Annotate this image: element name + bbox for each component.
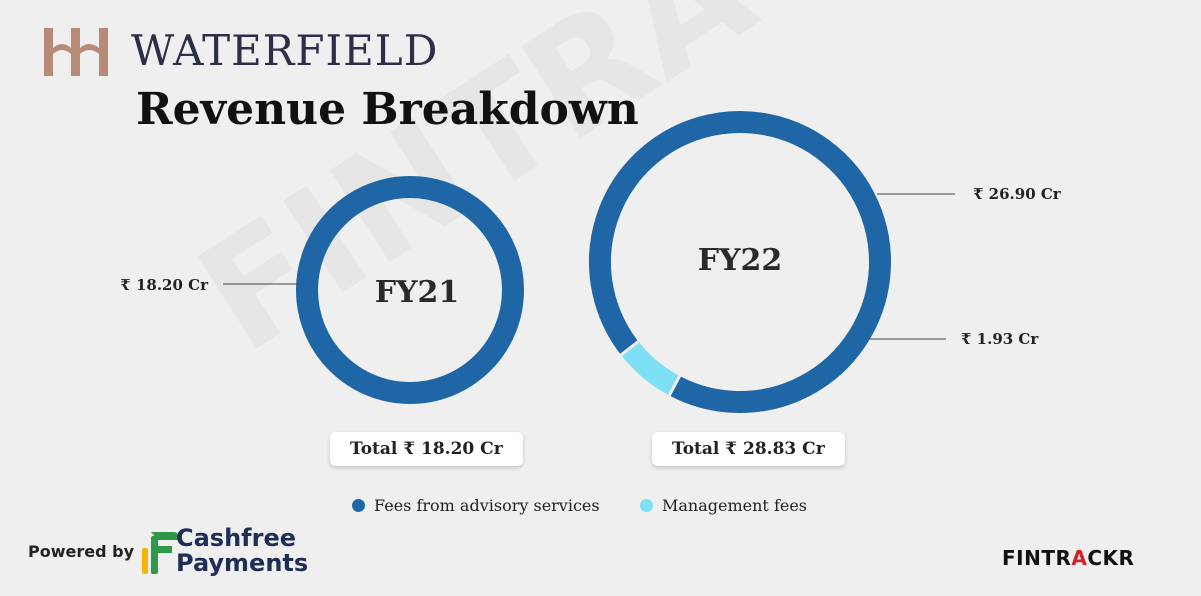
slice-label-fy22-advisory: ₹ 26.90 Cr <box>973 185 1062 203</box>
fintrackr-logo: FINTRACKR <box>1002 546 1134 570</box>
legend-dot-advisory <box>352 499 365 512</box>
cashfree-line1: Cashfree <box>176 524 297 552</box>
fintrackr-text-3: CKR <box>1087 546 1135 570</box>
legend-label-management: Management fees <box>662 496 808 515</box>
donut-fy22: FY22 ₹ 26.90 Cr ₹ 1.93 Cr <box>589 111 1062 413</box>
total-badge-fy21: Total ₹ 18.20 Cr <box>330 432 523 466</box>
slice-label-fy22-management: ₹ 1.93 Cr <box>961 330 1039 348</box>
powered-by-label: Powered by <box>28 542 134 561</box>
cashfree-logo-text: Cashfree Payments <box>176 526 308 576</box>
slice-management-fy22 <box>621 341 680 396</box>
brand-name: WATERFIELD <box>131 26 439 75</box>
waterfield-logo-icon <box>44 28 108 76</box>
legend-label-advisory: Fees from advisory services <box>374 496 600 515</box>
slice-separator <box>667 374 682 398</box>
total-badge-fy22: Total ₹ 28.83 Cr <box>652 432 845 466</box>
fintrackr-text-2: A <box>1071 546 1088 570</box>
slice-separator <box>619 339 641 357</box>
cashfree-logo-icon <box>142 532 178 574</box>
slice-advisory-fy22 <box>589 111 891 413</box>
center-label-fy22: FY22 <box>698 243 782 278</box>
donut-fy21: ₹ 18.20 Cr FY21 <box>120 176 524 404</box>
legend-item-management: Management fees <box>640 496 807 515</box>
fintrackr-text-1: FINTR <box>1002 546 1072 570</box>
cashfree-line2: Payments <box>176 549 309 577</box>
slice-advisory-fy21 <box>296 176 524 404</box>
chart-title: Revenue Breakdown <box>136 84 639 135</box>
legend-item-advisory: Fees from advisory services <box>352 496 600 515</box>
center-label-fy21: FY21 <box>375 275 459 310</box>
slice-label-fy21-advisory: ₹ 18.20 Cr <box>120 276 209 294</box>
legend-dot-management <box>640 499 653 512</box>
